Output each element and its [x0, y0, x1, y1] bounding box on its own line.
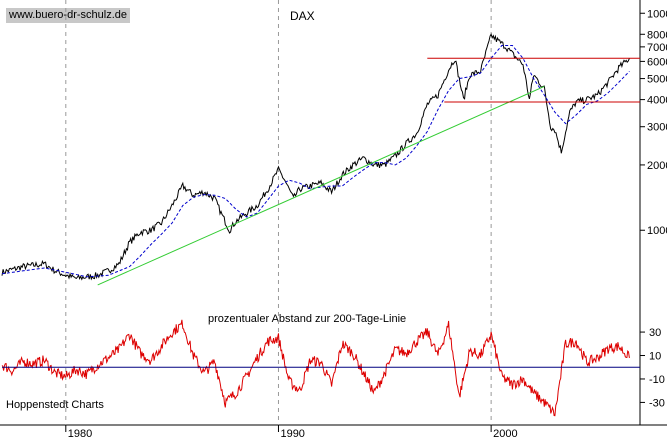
- osc-y-tick-label: -30: [649, 397, 665, 409]
- oscillator-title: prozentualer Abstand zur 200-Tage-Linie: [208, 313, 407, 325]
- osc-y-tick-label: 10: [649, 351, 661, 363]
- trendline: [97, 85, 545, 286]
- y-tick-label: 6000: [647, 56, 667, 68]
- x-tick-label: 1990: [280, 428, 304, 439]
- x-tick-label: 1980: [68, 428, 92, 439]
- oscillator-line: [1, 319, 630, 417]
- osc-y-tick-label: 30: [649, 327, 661, 339]
- y-tick-label: 7000: [647, 42, 667, 54]
- chart-title: DAX: [290, 9, 315, 23]
- y-tick-label: 10000: [647, 8, 667, 20]
- y-tick-label: 2000: [647, 160, 667, 172]
- source-label: Hoppenstedt Charts: [6, 399, 104, 411]
- osc-y-tick-label: -10: [649, 374, 665, 386]
- y-tick-label: 3000: [647, 122, 667, 134]
- y-tick-label: 4000: [647, 95, 667, 107]
- y-tick-label: 8000: [647, 29, 667, 41]
- watermark-link[interactable]: www.buero-dr-schulz.de: [6, 8, 130, 23]
- ma200-line: [1, 45, 630, 278]
- x-tick-label: 2000: [493, 428, 517, 439]
- y-tick-label: 1000: [647, 225, 667, 237]
- dax-price-line: [1, 32, 630, 281]
- y-tick-label: 5000: [647, 74, 667, 86]
